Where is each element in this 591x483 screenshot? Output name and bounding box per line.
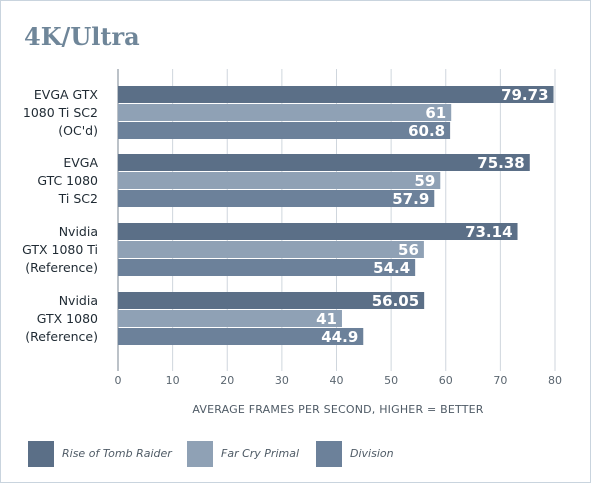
bar — [118, 172, 441, 189]
category-label: Nvidia GTX 1080 Ti (Reference) — [22, 224, 98, 275]
data-label: 54.4 — [373, 259, 410, 277]
x-tick-label: 40 — [330, 374, 344, 387]
data-label: 56.05 — [372, 292, 419, 310]
bar — [118, 190, 435, 207]
legend-label: Division — [350, 447, 394, 460]
x-tick-label: 60 — [439, 374, 453, 387]
category-label-line: (Reference) — [25, 260, 98, 275]
category-label-line: GTX 1080 Ti — [22, 242, 98, 257]
bar — [118, 154, 530, 171]
legend-swatch — [316, 441, 342, 467]
data-label: 79.73 — [501, 86, 548, 104]
x-tick-label: 70 — [493, 374, 507, 387]
bar — [118, 310, 342, 327]
data-label: 75.38 — [477, 154, 524, 172]
bar — [118, 328, 364, 345]
bar — [118, 259, 416, 276]
legend-label: Rise of Tomb Raider — [62, 447, 172, 460]
category-label-line: GTX 1080 — [37, 311, 98, 326]
category-label-line: (Reference) — [25, 329, 98, 344]
category-label-line: Nvidia — [59, 224, 98, 239]
data-label: 44.9 — [321, 328, 358, 346]
data-label: 59 — [414, 172, 435, 190]
x-tick-label: 20 — [220, 374, 234, 387]
category-label: Nvidia GTX 1080 (Reference) — [25, 293, 98, 344]
data-label: 60.8 — [408, 122, 445, 140]
legend-swatch — [28, 441, 54, 467]
category-label: EVGA GTC 1080 Ti SC2 — [37, 155, 98, 206]
data-label: 61 — [425, 104, 446, 122]
x-tick-label: 80 — [548, 374, 562, 387]
category-label-line: Nvidia — [59, 293, 98, 308]
data-label: 73.14 — [465, 223, 512, 241]
data-label: 56 — [398, 241, 419, 259]
bar — [118, 223, 518, 240]
bar — [118, 241, 424, 258]
bar — [118, 104, 452, 121]
legend-swatch — [187, 441, 213, 467]
x-tick-label: 50 — [384, 374, 398, 387]
category-label-line: Ti SC2 — [58, 191, 98, 206]
category-label-line: (OC'd) — [58, 123, 98, 138]
bar — [118, 292, 425, 309]
x-tick-label: 30 — [275, 374, 289, 387]
chart-title: 4K/Ultra — [24, 22, 140, 51]
category-label-line: GTC 1080 — [37, 173, 98, 188]
legend-label: Far Cry Primal — [221, 447, 300, 460]
category-label-line: 1080 Ti SC2 — [23, 105, 98, 120]
category-label-line: EVGA GTX — [34, 87, 99, 102]
category-label: EVGA GTX 1080 Ti SC2 (OC'd) — [23, 87, 99, 138]
x-axis-title: AVERAGE FRAMES PER SECOND, HIGHER = BETT… — [192, 403, 484, 416]
bar — [118, 86, 554, 103]
bar — [118, 122, 451, 139]
data-label: 41 — [316, 310, 337, 328]
x-tick-label: 0 — [115, 374, 122, 387]
x-tick-label: 10 — [166, 374, 180, 387]
data-label: 57.9 — [392, 190, 429, 208]
category-label-line: EVGA — [63, 155, 98, 170]
